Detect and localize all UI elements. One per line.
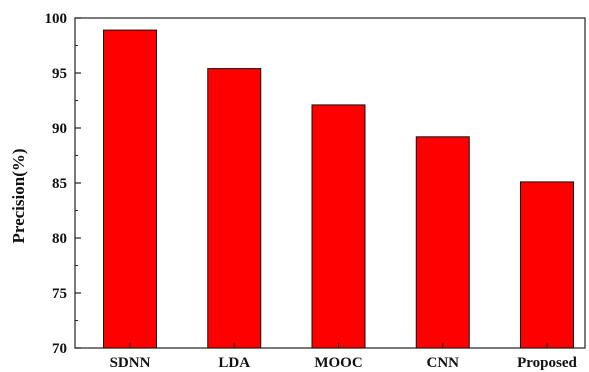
bars-group	[103, 29, 574, 349]
x-tick-label: LDA	[218, 355, 250, 371]
y-axis: 70 75 80 85 90 95 100	[45, 11, 81, 357]
bar-cnn	[415, 136, 470, 349]
bar-proposed	[520, 181, 574, 349]
bar-lda	[207, 68, 262, 349]
y-tick-label: 80	[52, 231, 67, 247]
y-tick-label: 85	[52, 176, 67, 192]
x-axis: SDNN LDA MOOC CNN Proposed	[110, 343, 578, 371]
x-tick-label: MOOC	[314, 355, 362, 371]
y-tick-label: 70	[52, 341, 67, 357]
bar-mooc	[311, 104, 366, 349]
y-tick-label: 90	[52, 121, 67, 137]
y-tick-label: 100	[45, 11, 68, 27]
x-tick-label: Proposed	[517, 355, 577, 371]
y-axis-title: Precision(%)	[9, 148, 28, 243]
y-tick-label: 75	[52, 286, 67, 302]
x-tick-label: CNN	[427, 355, 460, 371]
bar-sdnn	[103, 29, 157, 349]
y-tick-label: 95	[52, 66, 67, 82]
x-tick-label: SDNN	[110, 355, 151, 371]
